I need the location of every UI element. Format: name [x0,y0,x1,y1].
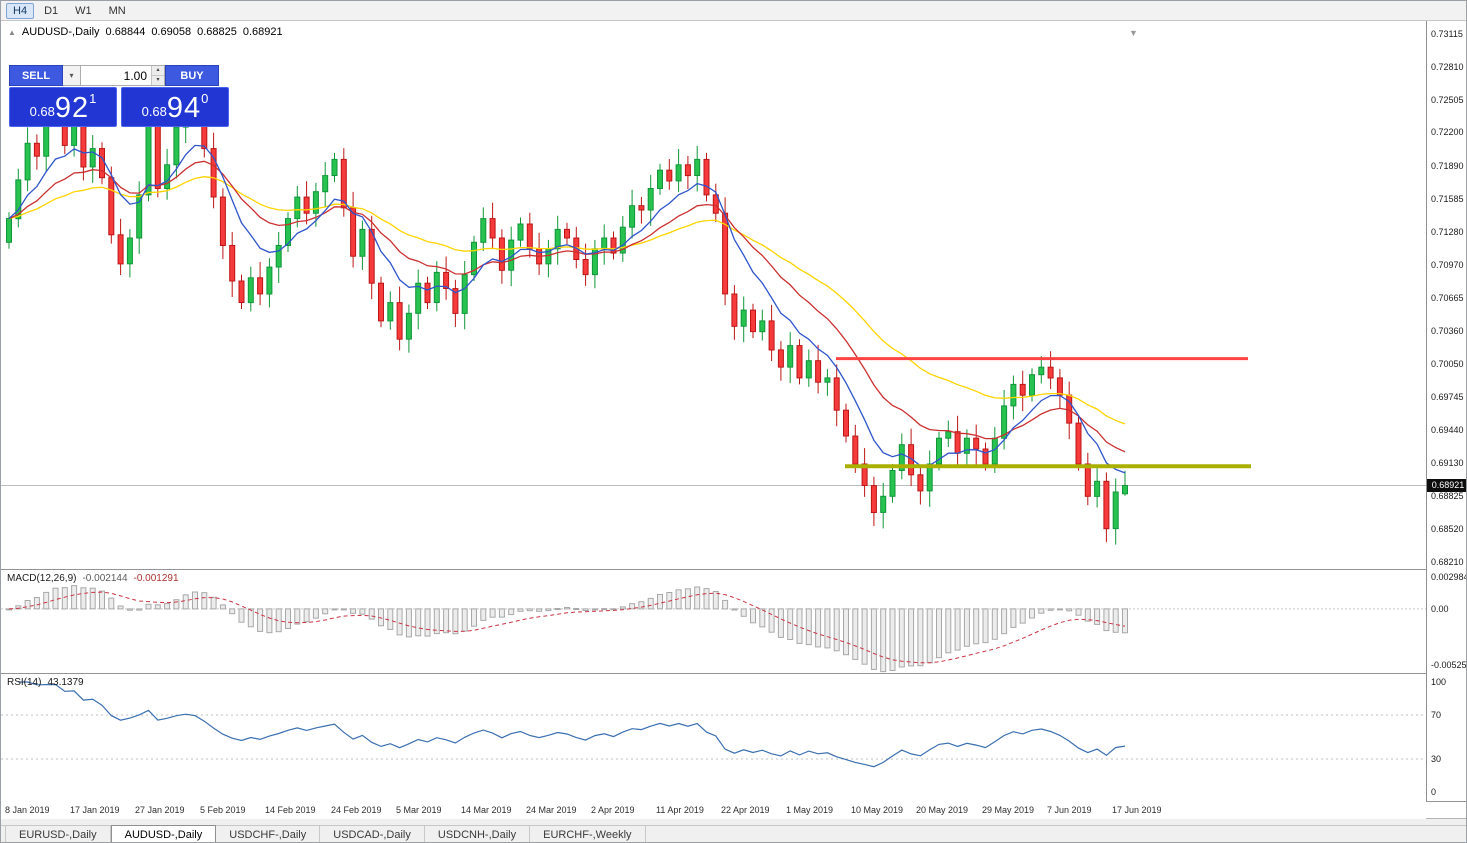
volume-input[interactable] [81,66,151,85]
volume-down-button[interactable]: ▾ [152,76,164,85]
collapse-chart-icon[interactable]: ▲ [8,27,16,37]
sell-price-display[interactable]: 0.68 92 1 [9,87,117,127]
bid-ask-display: 0.68 92 1 0.68 94 0 [9,87,229,127]
date-axis-label: 17 Jun 2019 [1112,805,1162,815]
ohlc-high-value: 0.69058 [151,26,192,38]
date-axis-label: 14 Feb 2019 [265,805,316,815]
price-axis-tick: 0.73115 [1431,29,1463,39]
ohlc-close-value: 0.68921 [242,26,283,38]
timeframe-button-mn[interactable]: MN [108,4,126,17]
price-axis-tick: 0.71890 [1431,161,1464,171]
buy-price-pipette: 0 [201,91,209,106]
price-axis-tick: 0.69130 [1431,458,1464,468]
chart-shift-marker-icon[interactable]: ▼ [1129,28,1138,38]
date-axis-label: 24 Feb 2019 [331,805,382,815]
price-axis-tick: 0.72810 [1431,62,1464,72]
price-axis-tick: 0.68825 [1431,491,1464,501]
rsi-axis-tick: 70 [1431,710,1442,720]
rsi-axis-tick: 100 [1431,677,1447,687]
volume-spinner: ▴ ▾ [151,66,165,85]
rsi-indicator-label: RSI(14) 43.1379 [7,677,84,688]
chart-title: ▲ AUDUSD-,Daily 0.68844 0.69058 0.68825 … [8,26,283,38]
price-axis-tick: 0.70970 [1431,260,1464,270]
ohlc-open-value: 0.68844 [105,26,146,38]
sell-button[interactable]: SELL [9,65,63,86]
macd-main-value: -0.002144 [82,573,128,584]
symbol-tab[interactable]: USDCHF-,Daily [216,826,321,842]
volume-dropdown-button[interactable]: ▾ [63,65,81,86]
price-axis-tick: 0.69440 [1431,425,1464,435]
sell-price-big: 92 [54,92,90,125]
symbol-tabs: EURUSD-,Daily AUDUSD-,Daily USDCHF-,Daily U… [1,825,1466,842]
price-axis-tick: 0.68210 [1431,557,1464,567]
volume-up-button[interactable]: ▴ [152,66,164,76]
date-axis-label: 20 May 2019 [916,805,969,815]
date-axis-label: 17 Jan 2019 [70,805,120,815]
chart-region[interactable]: ▲ AUDUSD-,Daily 0.68844 0.69058 0.68825 … [1,21,1467,819]
rsi-value: 43.1379 [47,677,84,688]
macd-axis-tick: 0.002984 [1431,572,1467,582]
date-axis-label: 7 Jun 2019 [1047,805,1092,815]
price-axis-tick: 0.70360 [1431,326,1464,336]
price-axis[interactable]: 0.68921 0.73115 0.72810 0.72505 0.72200 0.71… [1426,21,1467,801]
date-axis-label: 11 Apr 2019 [656,805,704,815]
current-price-tag: 0.68921 [1427,479,1466,492]
symbol-tab[interactable]: USDCAD-,Daily [320,826,425,842]
symbol-tab[interactable]: USDCNH-,Daily [425,826,531,842]
date-axis-label: 8 Jan 2019 [5,805,50,815]
sell-price-base: 0.68 [29,104,55,119]
date-axis[interactable]: 8 Jan 2019 17 Jan 2019 27 Jan 2019 5 Feb 20… [1,801,1426,819]
timeframe-toolbar: H4 D1 W1 MN [1,1,1466,21]
timeframe-button-w1[interactable]: W1 [75,4,92,17]
date-axis-label: 5 Feb 2019 [200,805,246,815]
chart-symbol-label: AUDUSD-,Daily [21,26,100,38]
date-axis-label: 24 Mar 2019 [526,805,577,815]
rsi-canvas[interactable] [1,673,1426,801]
date-axis-label: 14 Mar 2019 [461,805,512,815]
macd-axis-tick: -0.005256 [1431,660,1467,670]
ohlc-low-value: 0.68825 [197,26,237,38]
price-axis-tick: 0.72200 [1431,127,1464,137]
macd-axis-tick: 0.00 [1431,604,1449,614]
price-axis-tick: 0.70050 [1431,359,1464,369]
timeframe-button-h4[interactable]: H4 [6,2,35,19]
symbol-tab[interactable]: EURUSD-,Daily [5,826,111,842]
date-axis-label: 29 May 2019 [982,805,1035,815]
bottom-strip [1,819,1466,825]
buy-button[interactable]: BUY [165,65,219,86]
date-axis-label: 27 Jan 2019 [135,805,185,815]
price-axis-tick: 0.69745 [1431,392,1464,402]
buy-price-base: 0.68 [141,104,167,119]
macd-indicator-label: MACD(12,26,9) -0.002144 -0.001291 [7,573,179,584]
rsi-axis-tick: 30 [1431,754,1442,764]
price-axis-tick: 0.70665 [1431,293,1464,303]
rsi-name: RSI(14) [7,677,42,688]
macd-name: MACD(12,26,9) [7,573,77,584]
buy-price-big: 94 [166,92,202,125]
date-axis-label: 5 Mar 2019 [396,805,442,815]
price-axis-tick: 0.71585 [1431,194,1464,204]
price-axis-tick: 0.68520 [1431,524,1464,534]
date-axis-label: 22 Apr 2019 [721,805,770,815]
symbol-tab[interactable]: EURCHF-,Weekly [530,826,646,842]
rsi-axis-tick: 0 [1431,787,1437,797]
price-chart-canvas[interactable] [1,21,1426,569]
price-axis-tick: 0.71280 [1431,227,1464,237]
date-axis-label: 1 May 2019 [786,805,834,815]
macd-canvas[interactable] [1,569,1426,673]
rsi-pane-separator[interactable] [1,673,1466,674]
buy-price-display[interactable]: 0.68 94 0 [121,87,229,127]
sell-price-pipette: 1 [89,91,97,106]
macd-pane-separator[interactable] [1,569,1466,570]
macd-signal-value: -0.001291 [133,573,179,584]
price-axis-tick: 0.72505 [1431,95,1464,105]
symbol-tab[interactable]: AUDUSD-,Daily [110,825,217,842]
chevron-down-icon: ▾ [69,71,74,80]
date-axis-label: 2 Apr 2019 [591,805,635,815]
one-click-trading-panel: SELL ▾ ▴ ▾ BUY [9,65,219,86]
volume-field-group: ▴ ▾ [81,65,165,86]
timeframe-button-d1[interactable]: D1 [44,4,59,17]
date-axis-label: 10 May 2019 [851,805,904,815]
